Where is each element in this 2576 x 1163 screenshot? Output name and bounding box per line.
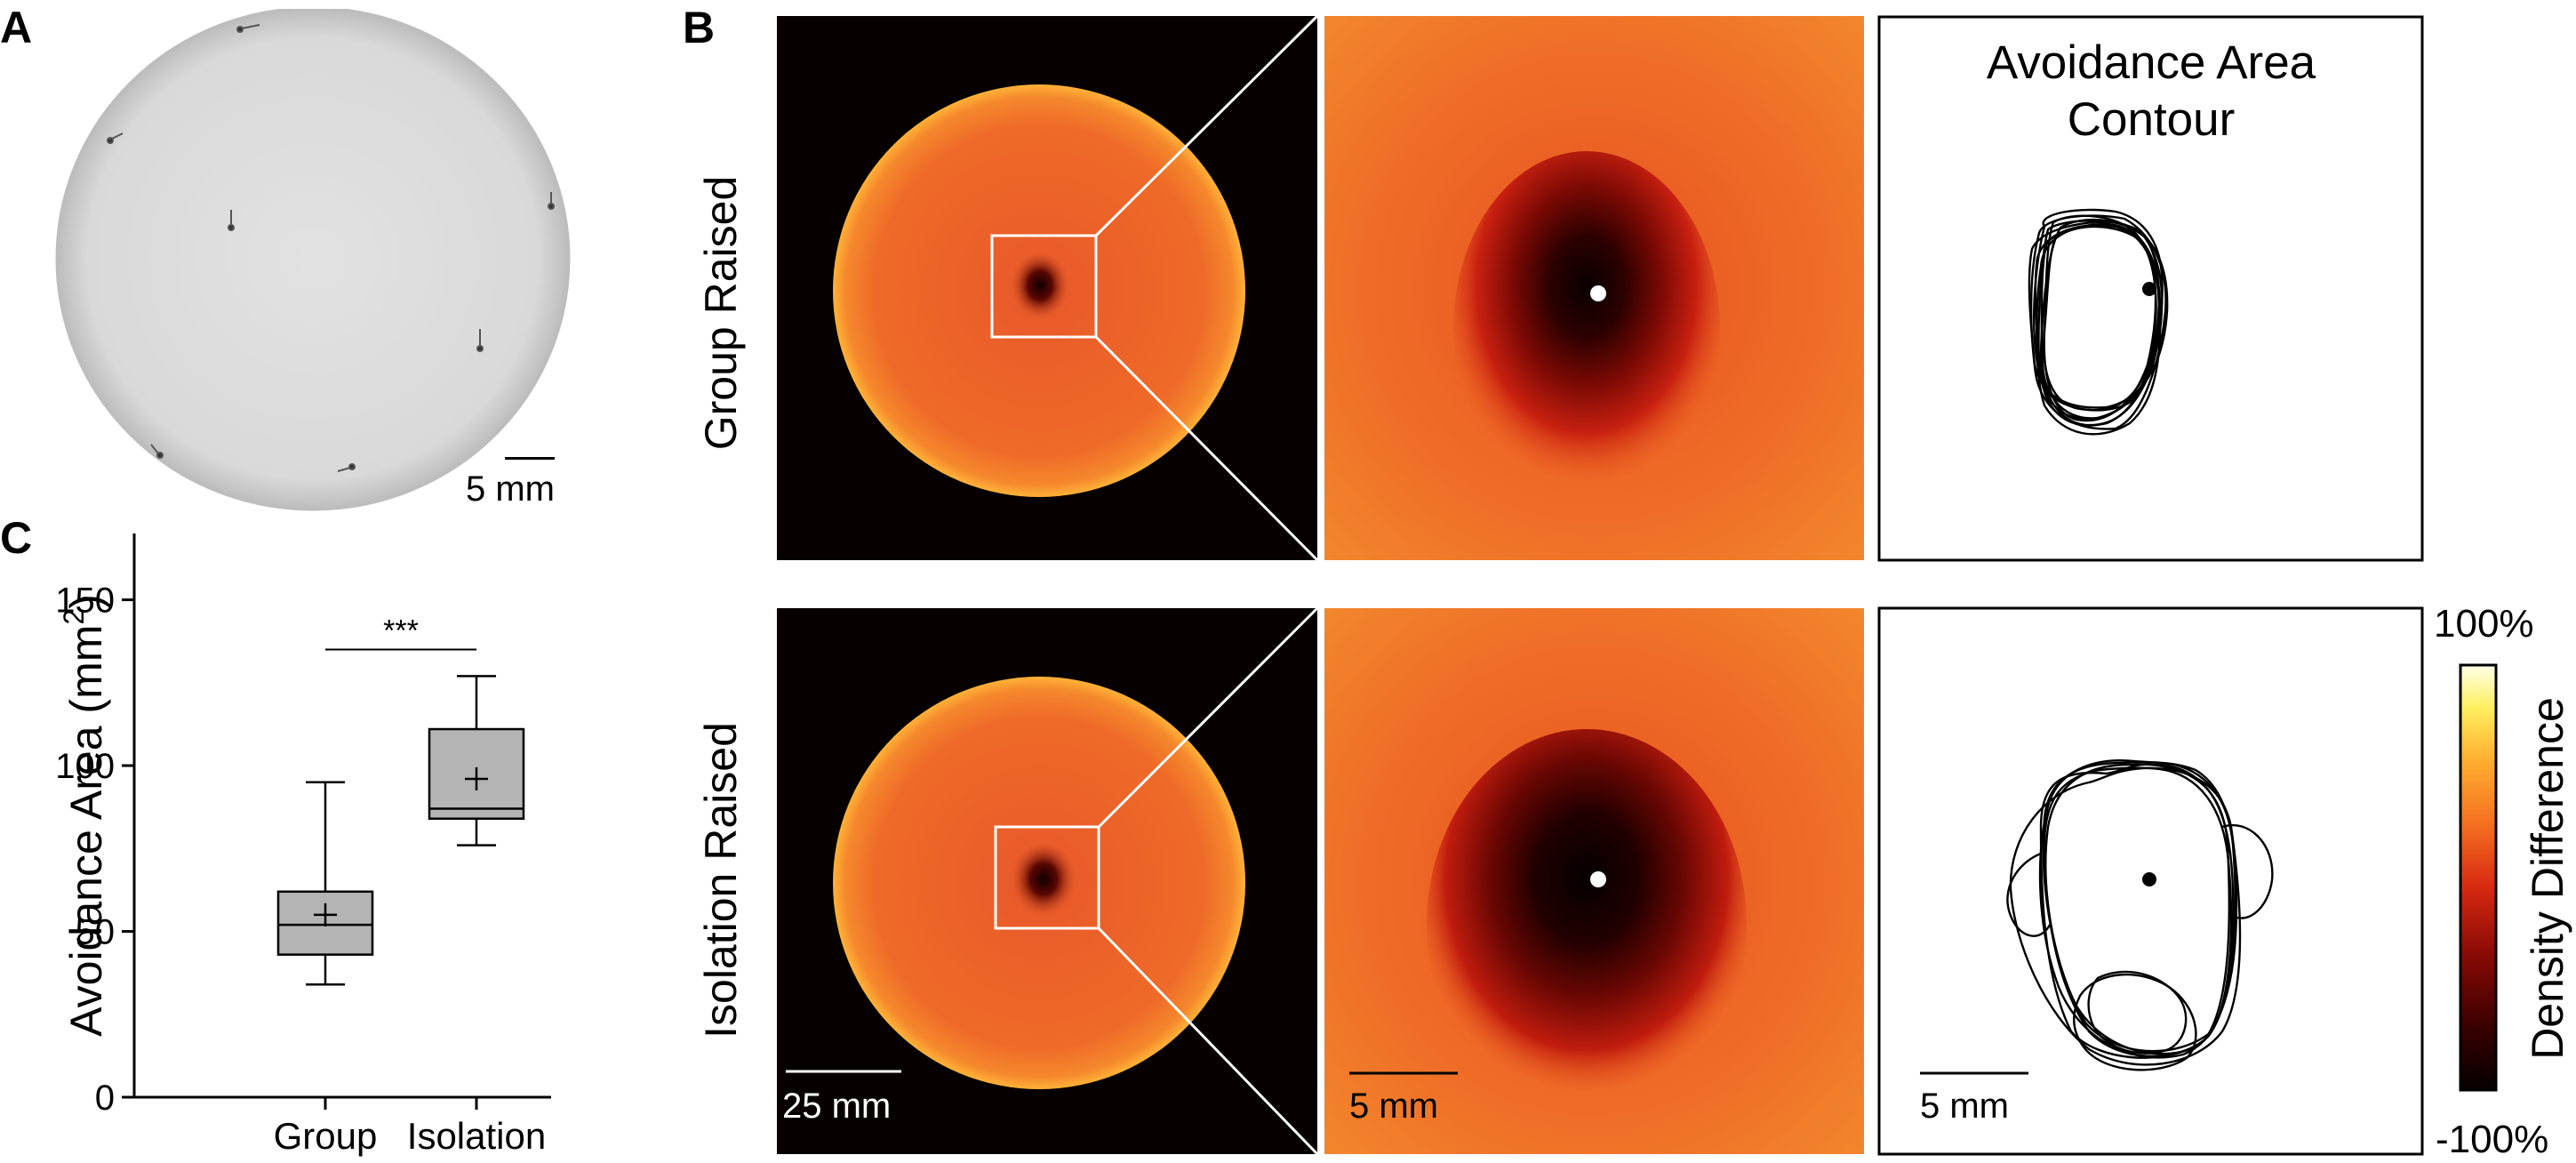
avoidance-area-boxplot: 050100150GroupRaisedIsolationRaisedAvoid…	[55, 533, 551, 1157]
colorbar-max-label: 100%	[2434, 602, 2534, 646]
x-tick-label: Group	[274, 1115, 378, 1157]
panel-letter-a: A	[0, 3, 33, 52]
colorbar-min-label: -100%	[2436, 1118, 2549, 1161]
colorbar-title: Density Difference	[2523, 697, 2572, 1060]
y-axis-label: Avoidance Area (mm2)	[58, 594, 111, 1037]
contour-scale-label: 5 mm	[1920, 1087, 2009, 1126]
y-tick-label: 0	[95, 1079, 115, 1118]
contour-title-line2: Contour	[2067, 93, 2236, 146]
zoom-box-group	[990, 234, 1098, 339]
arena-photo	[55, 9, 571, 511]
y-tick-label: 150	[55, 582, 115, 621]
avoidance-contours-isolation	[2006, 759, 2274, 1071]
focal-fish-dot-isolation	[1590, 871, 1606, 887]
colorbar	[2459, 663, 2498, 1092]
significance-label: ***	[383, 614, 419, 648]
focal-fish-dot-group	[1590, 285, 1606, 301]
photo-scale-bar	[505, 457, 555, 460]
row-label-isolation-raised: Isolation Raised	[696, 722, 746, 1039]
focal-fish-marker-isolation	[2142, 872, 2156, 886]
panel-letter-b: B	[683, 3, 716, 52]
dish	[55, 9, 571, 511]
zoom-scale-label: 5 mm	[1349, 1087, 1438, 1126]
y-tick-label: 100	[55, 747, 115, 786]
panel-letter-c: C	[0, 513, 33, 563]
row-label-group-raised: Group Raised	[696, 175, 746, 451]
x-tick-label: Isolation	[407, 1115, 546, 1157]
avoidance-contours-group	[2028, 208, 2169, 436]
arena-scale-label: 25 mm	[782, 1087, 892, 1126]
zoom-box-isolation	[994, 825, 1100, 930]
y-tick-label: 50	[76, 913, 116, 952]
focal-fish-marker-group	[2142, 282, 2156, 296]
larvae	[107, 24, 555, 472]
contour-title-line1: Avoidance Area	[1986, 36, 2316, 89]
photo-scale-label: 5 mm	[466, 469, 555, 509]
